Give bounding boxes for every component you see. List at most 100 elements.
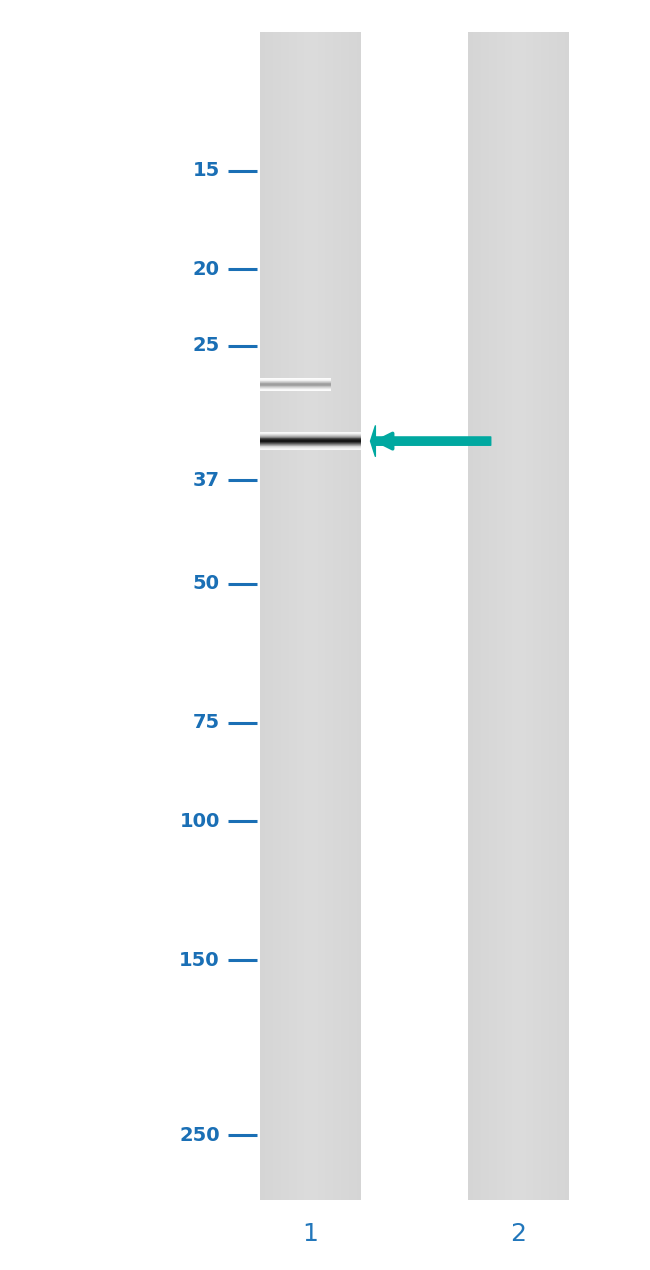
Bar [516,32,518,1200]
Bar [260,32,262,1200]
Bar [547,32,549,1200]
Bar [272,32,274,1200]
Bar [338,32,340,1200]
Bar [558,32,560,1200]
Bar [527,32,529,1200]
Bar [567,32,569,1200]
Bar [275,32,277,1200]
Bar [274,32,276,1200]
Bar [552,32,554,1200]
Bar [263,32,265,1200]
Bar [534,32,536,1200]
Bar [565,32,567,1200]
Bar [517,32,519,1200]
Bar [352,32,354,1200]
Bar [308,32,310,1200]
Bar [341,32,343,1200]
Bar [521,32,523,1200]
Bar [339,32,341,1200]
Bar [477,32,478,1200]
Bar [358,32,360,1200]
Bar [496,32,498,1200]
Bar [471,32,473,1200]
Bar [560,32,562,1200]
Bar [526,32,528,1200]
Bar [327,32,329,1200]
Bar [530,32,532,1200]
Bar [333,32,335,1200]
Bar [528,32,530,1200]
Bar [543,32,545,1200]
Bar [476,32,478,1200]
Bar [483,32,485,1200]
Bar [519,32,520,1200]
Bar [307,32,309,1200]
Bar [480,32,482,1200]
Bar [469,32,471,1200]
Text: 250: 250 [179,1126,220,1144]
Bar [512,32,514,1200]
Bar [531,32,533,1200]
Bar [542,32,544,1200]
Bar [522,32,524,1200]
Bar [319,32,321,1200]
Bar [354,32,356,1200]
Bar [265,32,267,1200]
Bar [495,32,497,1200]
Bar [498,32,500,1200]
Bar [330,32,332,1200]
Text: 1: 1 [302,1223,318,1246]
Bar [299,32,301,1200]
Bar [311,32,313,1200]
Bar [540,32,541,1200]
Bar [280,32,282,1200]
Bar [515,32,517,1200]
Bar [337,32,339,1200]
Bar [488,32,490,1200]
Bar [291,32,293,1200]
Bar [264,32,266,1200]
Bar [283,32,285,1200]
Bar [322,32,324,1200]
Bar [550,32,552,1200]
Bar [468,32,470,1200]
Bar [482,32,484,1200]
Bar [343,32,345,1200]
Bar [538,32,540,1200]
Bar [279,32,281,1200]
Bar [357,32,359,1200]
Bar [474,32,476,1200]
Text: 150: 150 [179,951,220,970]
Bar [525,32,527,1200]
Bar [562,32,564,1200]
Bar [331,32,332,1200]
Bar [487,32,489,1200]
Bar [545,32,547,1200]
Bar [491,32,493,1200]
Bar [536,32,538,1200]
Bar [292,32,294,1200]
Bar [478,32,480,1200]
Bar [268,32,270,1200]
Bar [320,32,322,1200]
Bar [278,32,280,1200]
Text: 2: 2 [510,1223,526,1246]
Bar [472,32,474,1200]
Bar [295,32,297,1200]
Bar [500,32,502,1200]
Bar [499,32,501,1200]
Bar [296,32,298,1200]
Text: 50: 50 [192,574,220,593]
Bar [486,32,488,1200]
Bar [519,32,521,1200]
Bar [551,32,553,1200]
Bar [318,32,320,1200]
Bar [313,32,315,1200]
Bar [271,32,273,1200]
Bar [304,32,306,1200]
Text: 15: 15 [192,161,220,180]
Bar [261,32,263,1200]
Bar [328,32,330,1200]
Bar [532,32,534,1200]
Text: 25: 25 [192,337,220,356]
